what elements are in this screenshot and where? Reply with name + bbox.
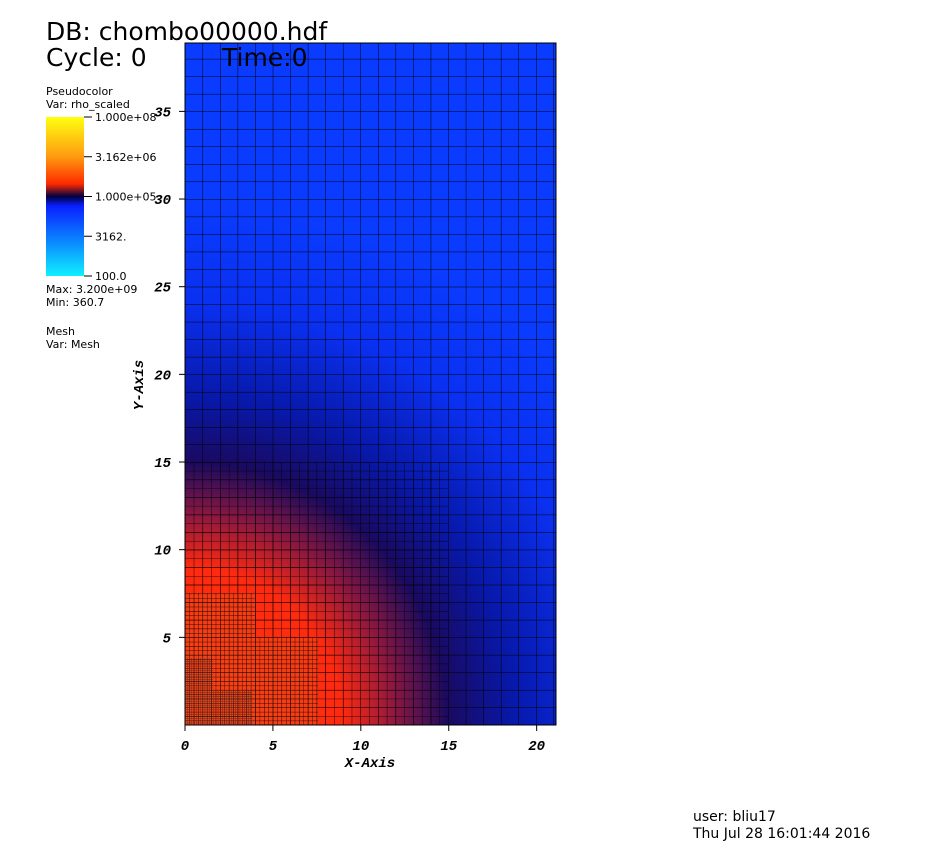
mesh-level-3 — [185, 658, 213, 725]
legend-var: Var: rho_scaled — [46, 98, 130, 111]
y-tick-label: 20 — [154, 368, 171, 384]
y-tick-label: 35 — [154, 105, 171, 121]
x-tick-label: 10 — [352, 739, 369, 755]
db-title: DB: chombo00000.hdf — [46, 17, 328, 46]
mesh-legend-var: Var: Mesh — [46, 338, 100, 351]
mesh-legend-plot: Mesh — [46, 325, 75, 338]
y-tick-label: 5 — [163, 631, 172, 647]
mesh-level-2 — [255, 637, 318, 725]
y-tick-label: 30 — [154, 193, 171, 209]
time-label: Time:0 — [221, 43, 308, 72]
y-tick-label: 15 — [154, 456, 171, 472]
legend-plot: Pseudocolor — [46, 85, 113, 98]
y-axis-label: Y-Axis — [132, 360, 148, 410]
x-tick-label: 15 — [440, 739, 457, 755]
legend-min: Min: 360.7 — [46, 296, 104, 309]
colorbar-tick-label: 3162. — [95, 230, 127, 243]
x-tick-label: 5 — [269, 739, 278, 755]
legend-max: Max: 3.200e+09 — [46, 283, 137, 296]
colorbar-tick-label: 3.162e+06 — [95, 151, 156, 164]
colorbar-tick-label: 1.000e+05 — [95, 191, 156, 204]
y-tick-label: 25 — [154, 281, 171, 297]
date-label: Thu Jul 28 16:01:44 2016 — [692, 826, 870, 842]
cycle-label: Cycle: 0 — [46, 43, 147, 72]
colorbar-tick-label: 1.000e+08 — [95, 111, 156, 124]
x-tick-label: 20 — [528, 739, 545, 755]
user-label: user: bliu17 — [693, 809, 776, 825]
plot-area — [184, 42, 557, 726]
mesh-level-3 — [213, 690, 252, 725]
y-tick-label: 10 — [154, 544, 171, 560]
plot-border — [184, 42, 557, 726]
colorbar-tick-label: 100.0 — [95, 270, 127, 283]
x-tick-label: 0 — [181, 739, 189, 755]
color-bar — [46, 117, 84, 276]
x-axis-label: X-Axis — [344, 756, 395, 772]
